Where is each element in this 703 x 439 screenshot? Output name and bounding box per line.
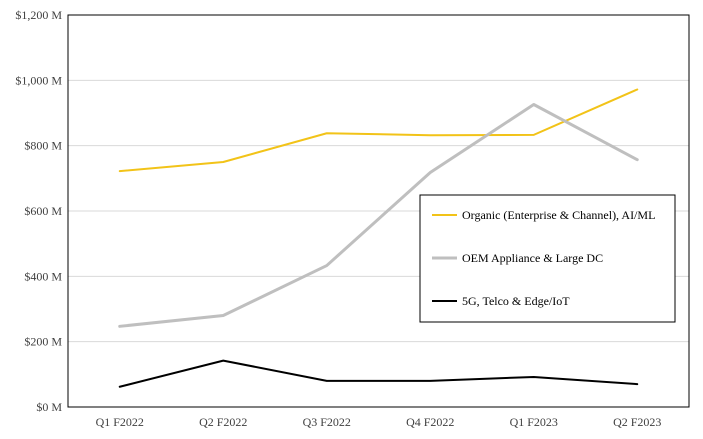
series-line-3: [118, 359, 639, 388]
legend: Organic (Enterprise & Channel), AI/ML OEM…: [419, 194, 676, 323]
x-tick-label: Q1 F2022: [96, 415, 144, 429]
y-tick-label: $1,200 M: [15, 8, 62, 22]
legend-box: [419, 194, 676, 323]
y-tick-label: $800 M: [24, 139, 62, 153]
x-tick-label: Q2 F2022: [199, 415, 247, 429]
legend-label: Organic (Enterprise & Channel), AI/ML: [462, 208, 655, 222]
x-tick-label: Q3 F2022: [303, 415, 351, 429]
plot-area-border: [67, 14, 690, 408]
y-axis: $0 M $200 M $400 M $600 M $800 M $1,000 M $1,2…: [15, 8, 62, 414]
y-tick-label: $1,000 M: [15, 73, 62, 87]
legend-label: 5G, Telco & Edge/IoT: [462, 294, 570, 308]
y-tick-label: $400 M: [24, 269, 62, 283]
series-line-1: [118, 88, 639, 173]
series-lines: [118, 88, 639, 388]
y-tick-label: $0 M: [36, 400, 62, 414]
x-tick-label: Q2 F2023: [613, 415, 661, 429]
x-axis: Q1 F2022 Q2 F2022 Q3 F2022 Q4 F2022 Q1 F2023…: [96, 415, 662, 429]
y-tick-label: $600 M: [24, 204, 62, 218]
series-line-2: [118, 103, 639, 328]
x-tick-label: Q4 F2022: [406, 415, 454, 429]
legend-label: OEM Appliance & Large DC: [462, 251, 603, 265]
x-tick-label: Q1 F2023: [510, 415, 558, 429]
y-tick-label: $200 M: [24, 335, 62, 349]
